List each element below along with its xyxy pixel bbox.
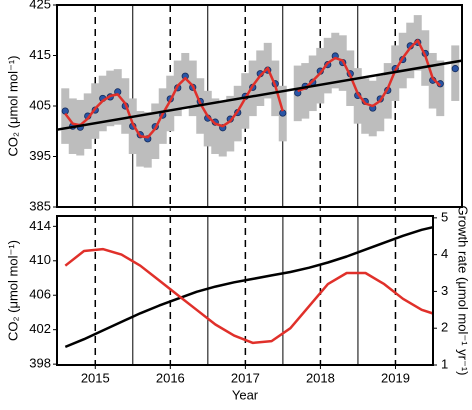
y2-tick-label: 2	[441, 320, 448, 335]
raw-range	[61, 88, 70, 144]
y2-tick-label: 1	[441, 356, 448, 371]
raw-range	[361, 78, 370, 134]
raw-range	[181, 52, 190, 109]
data-line	[64, 225, 434, 349]
raw-range	[406, 22, 415, 79]
data-line	[64, 247, 434, 345]
y2-tick-label: 4	[441, 246, 448, 261]
raw-range	[113, 69, 122, 125]
raw-range	[166, 75, 175, 132]
raw-range	[136, 111, 145, 167]
daily-mean	[429, 76, 437, 84]
y-tick-label: 415	[29, 47, 51, 62]
raw-range	[226, 95, 235, 152]
y-tick-label: 405	[29, 97, 51, 112]
y-tick-label: 398	[29, 356, 51, 371]
y-axis-label: CO₂ (μmol mol⁻¹)	[5, 240, 20, 341]
daily-mean	[234, 108, 242, 117]
raw-range	[331, 32, 340, 89]
x-tick-label: 2016	[156, 370, 185, 385]
frame	[56, 4, 463, 208]
y-tick-label: 402	[29, 321, 51, 336]
x-tick-label: 2017	[231, 370, 260, 385]
raw-range	[451, 45, 460, 101]
y-tick-label: 395	[29, 148, 51, 163]
x-axis-label: Year	[232, 387, 259, 402]
y-tick-label: 414	[29, 218, 51, 233]
raw-range	[241, 73, 250, 129]
y-axis-label: CO₂ (μmol mol⁻¹)	[5, 55, 20, 156]
daily-mean	[219, 124, 227, 132]
y2-tick-label: 5	[441, 209, 448, 224]
x-tick-label: 2019	[381, 370, 410, 385]
y-tick-label: 410	[29, 252, 51, 267]
y2-tick-label: 3	[441, 283, 448, 298]
raw-range	[98, 75, 107, 132]
raw-range	[256, 50, 265, 106]
raw-range	[301, 63, 310, 119]
y2-axis-label: Growth rate (μmol mol⁻¹ yr⁻¹)	[456, 205, 471, 375]
raw-range	[376, 75, 385, 132]
data-line	[56, 59, 463, 131]
daily-mean	[279, 109, 287, 117]
y-tick-label: 425	[29, 0, 51, 11]
frame	[56, 215, 434, 366]
raw-range	[151, 103, 160, 160]
raw-range	[316, 47, 325, 104]
raw-range	[436, 60, 445, 117]
raw-range	[211, 98, 220, 154]
daily-mean	[451, 65, 459, 73]
raw-range	[83, 93, 92, 149]
y-tick-label: 385	[29, 198, 51, 213]
daily-mean	[61, 107, 69, 115]
x-tick-label: 2015	[81, 370, 110, 385]
x-tick-label: 2018	[306, 370, 335, 385]
y-tick-label: 406	[29, 287, 51, 302]
